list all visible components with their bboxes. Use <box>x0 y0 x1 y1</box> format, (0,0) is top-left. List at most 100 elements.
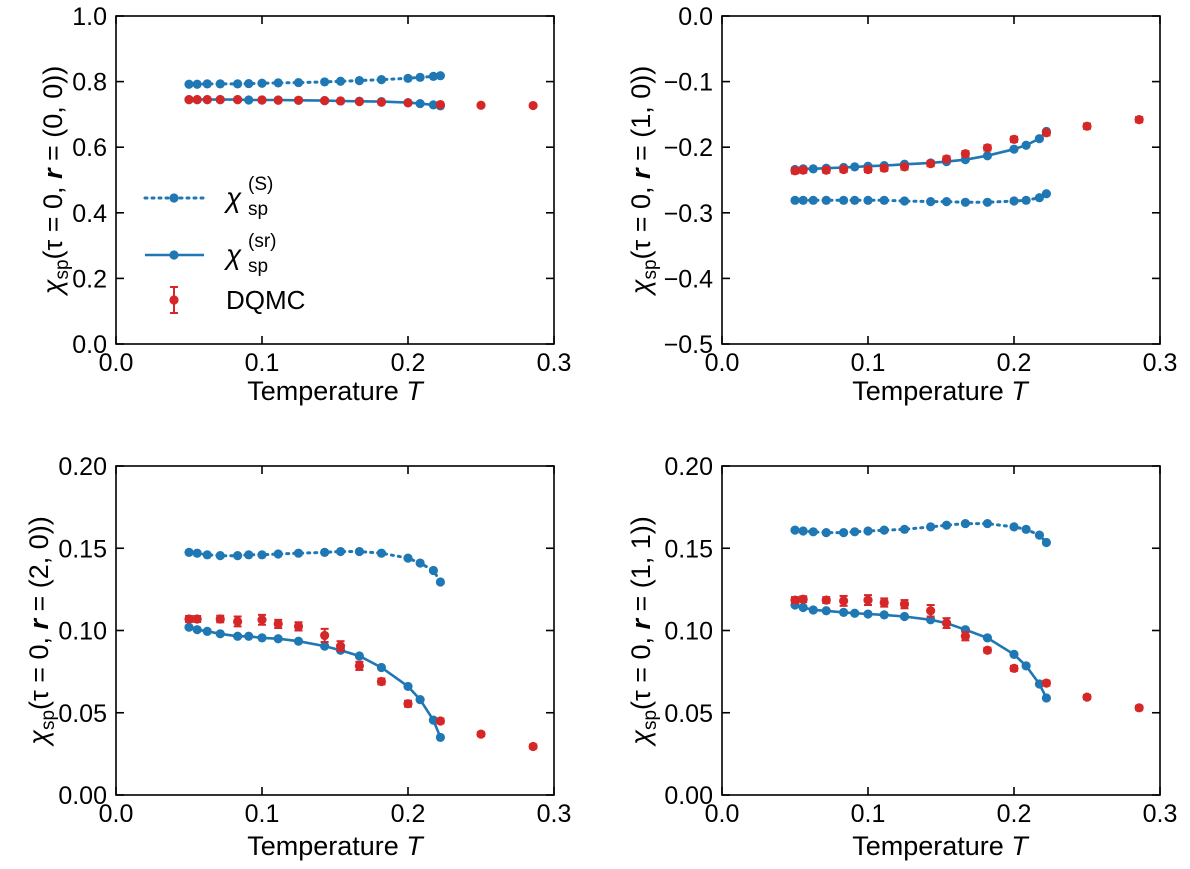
data-point-s <box>926 522 936 532</box>
data-point-sr <box>982 151 993 161</box>
data-point-sr <box>428 100 439 110</box>
data-point-dqmc <box>528 741 538 752</box>
data-point-dqmc <box>926 159 936 169</box>
data-point-sr <box>899 611 910 622</box>
x-tick-label: 0.2 <box>391 800 426 828</box>
x-axis-label: Temperature T <box>247 376 425 406</box>
data-point-s <box>233 551 243 561</box>
y-axis-label: χsp(τ = 0, r = (2, 0)) <box>24 516 59 747</box>
data-point-dqmc <box>1134 703 1144 713</box>
data-point-dqmc <box>184 95 194 105</box>
plot-frame <box>115 465 555 796</box>
data-point-dqmc <box>960 149 970 159</box>
x-tick-label: 0.3 <box>1143 800 1178 828</box>
data-point-s <box>335 546 346 557</box>
data-point-s <box>839 528 849 538</box>
data-point-s <box>1009 522 1019 532</box>
data-point-s <box>863 526 873 536</box>
data-point-sr <box>320 641 330 651</box>
series-dqmc <box>184 613 538 752</box>
y-tick-label: 1.0 <box>72 3 107 31</box>
data-point-sr <box>244 631 254 641</box>
series-s <box>184 71 446 89</box>
series-dqmc <box>790 594 1144 713</box>
data-point-sr <box>428 715 439 725</box>
data-point-sr <box>863 609 873 619</box>
data-point-sr <box>244 95 254 105</box>
data-point-sr <box>879 610 889 620</box>
data-point-s <box>982 197 993 207</box>
data-point-dqmc <box>926 606 936 616</box>
data-point-sr <box>184 622 194 632</box>
data-point-dqmc <box>1134 115 1144 125</box>
data-point-sr <box>403 681 413 692</box>
data-point-dqmc <box>202 95 212 105</box>
data-point-s <box>960 197 970 207</box>
data-point-s <box>320 547 330 557</box>
data-point-dqmc <box>273 619 283 629</box>
y-tick-label: 0.05 <box>664 700 713 728</box>
data-point-dqmc <box>528 100 538 111</box>
data-point-sr <box>1021 661 1031 671</box>
data-point-dqmc <box>790 595 800 605</box>
x-axis-label: Temperature T <box>852 376 1030 406</box>
data-point-s <box>403 553 413 563</box>
data-point-dqmc <box>476 100 486 110</box>
series-s <box>184 546 446 587</box>
data-point-dqmc <box>899 599 910 609</box>
x-tick-label: 0.0 <box>705 800 740 828</box>
panel-3: 0.0 0.1 0.2 0.3 0.00 0.05 0.10 0.15 0.20 Temperat… <box>24 453 571 861</box>
y-tick-label: 0.10 <box>58 618 107 646</box>
series-line-s <box>793 192 1048 204</box>
data-point-dqmc <box>839 596 849 606</box>
data-point-sr <box>293 636 304 646</box>
series-dqmc <box>790 115 1144 176</box>
x-tick-label: 0.2 <box>997 349 1032 377</box>
data-point-s <box>899 196 910 206</box>
data-point-s <box>376 548 387 558</box>
data-point-dqmc <box>320 630 330 641</box>
data-point-s <box>320 77 330 87</box>
data-point-sr <box>415 98 425 109</box>
x-tick-label: 0.1 <box>245 800 280 828</box>
data-point-sr <box>808 605 818 615</box>
data-point-dqmc <box>982 645 993 655</box>
data-point-s <box>850 527 860 537</box>
y-axis-label: χsp(τ = 0, r = (1, 0)) <box>626 66 661 297</box>
data-point-dqmc <box>790 166 800 176</box>
series-sr <box>184 622 446 743</box>
series-line-sr <box>189 98 441 108</box>
y-tick-label: −0.1 <box>664 69 713 97</box>
y-axis-label: χsp(τ = 0, r = (0, 0)) <box>38 66 73 297</box>
data-point-dqmc <box>233 95 243 105</box>
data-point-s <box>941 520 952 530</box>
data-point-dqmc <box>821 595 831 605</box>
data-point-dqmc <box>1041 678 1052 688</box>
data-point-dqmc <box>293 95 304 105</box>
series-s <box>790 189 1052 207</box>
data-point-s <box>960 518 970 529</box>
data-point-sr <box>1034 679 1045 689</box>
data-point-dqmc <box>257 615 267 625</box>
data-point-s <box>1021 195 1031 205</box>
legend-marker-s <box>169 193 179 203</box>
data-point-dqmc <box>192 614 202 624</box>
data-point-dqmc <box>821 165 831 175</box>
y-tick-label: 0.6 <box>72 134 107 162</box>
x-tick-label: 0.3 <box>537 349 572 377</box>
data-point-s <box>1034 193 1045 203</box>
data-point-s <box>415 72 425 82</box>
series-line-s <box>187 74 442 86</box>
y-tick-label: 0.10 <box>664 618 713 646</box>
data-point-dqmc <box>335 641 346 651</box>
y-axis-label: χsp(τ = 0, r = (1, 1)) <box>626 516 661 747</box>
data-point-s <box>403 73 413 83</box>
data-point-s <box>879 525 889 535</box>
data-point-dqmc <box>798 594 808 604</box>
data-point-s <box>184 79 194 89</box>
data-point-s <box>257 550 267 560</box>
y-tick-label: 0.15 <box>664 535 713 563</box>
legend-marker-dqmc <box>169 295 179 305</box>
data-point-sr <box>376 662 387 673</box>
